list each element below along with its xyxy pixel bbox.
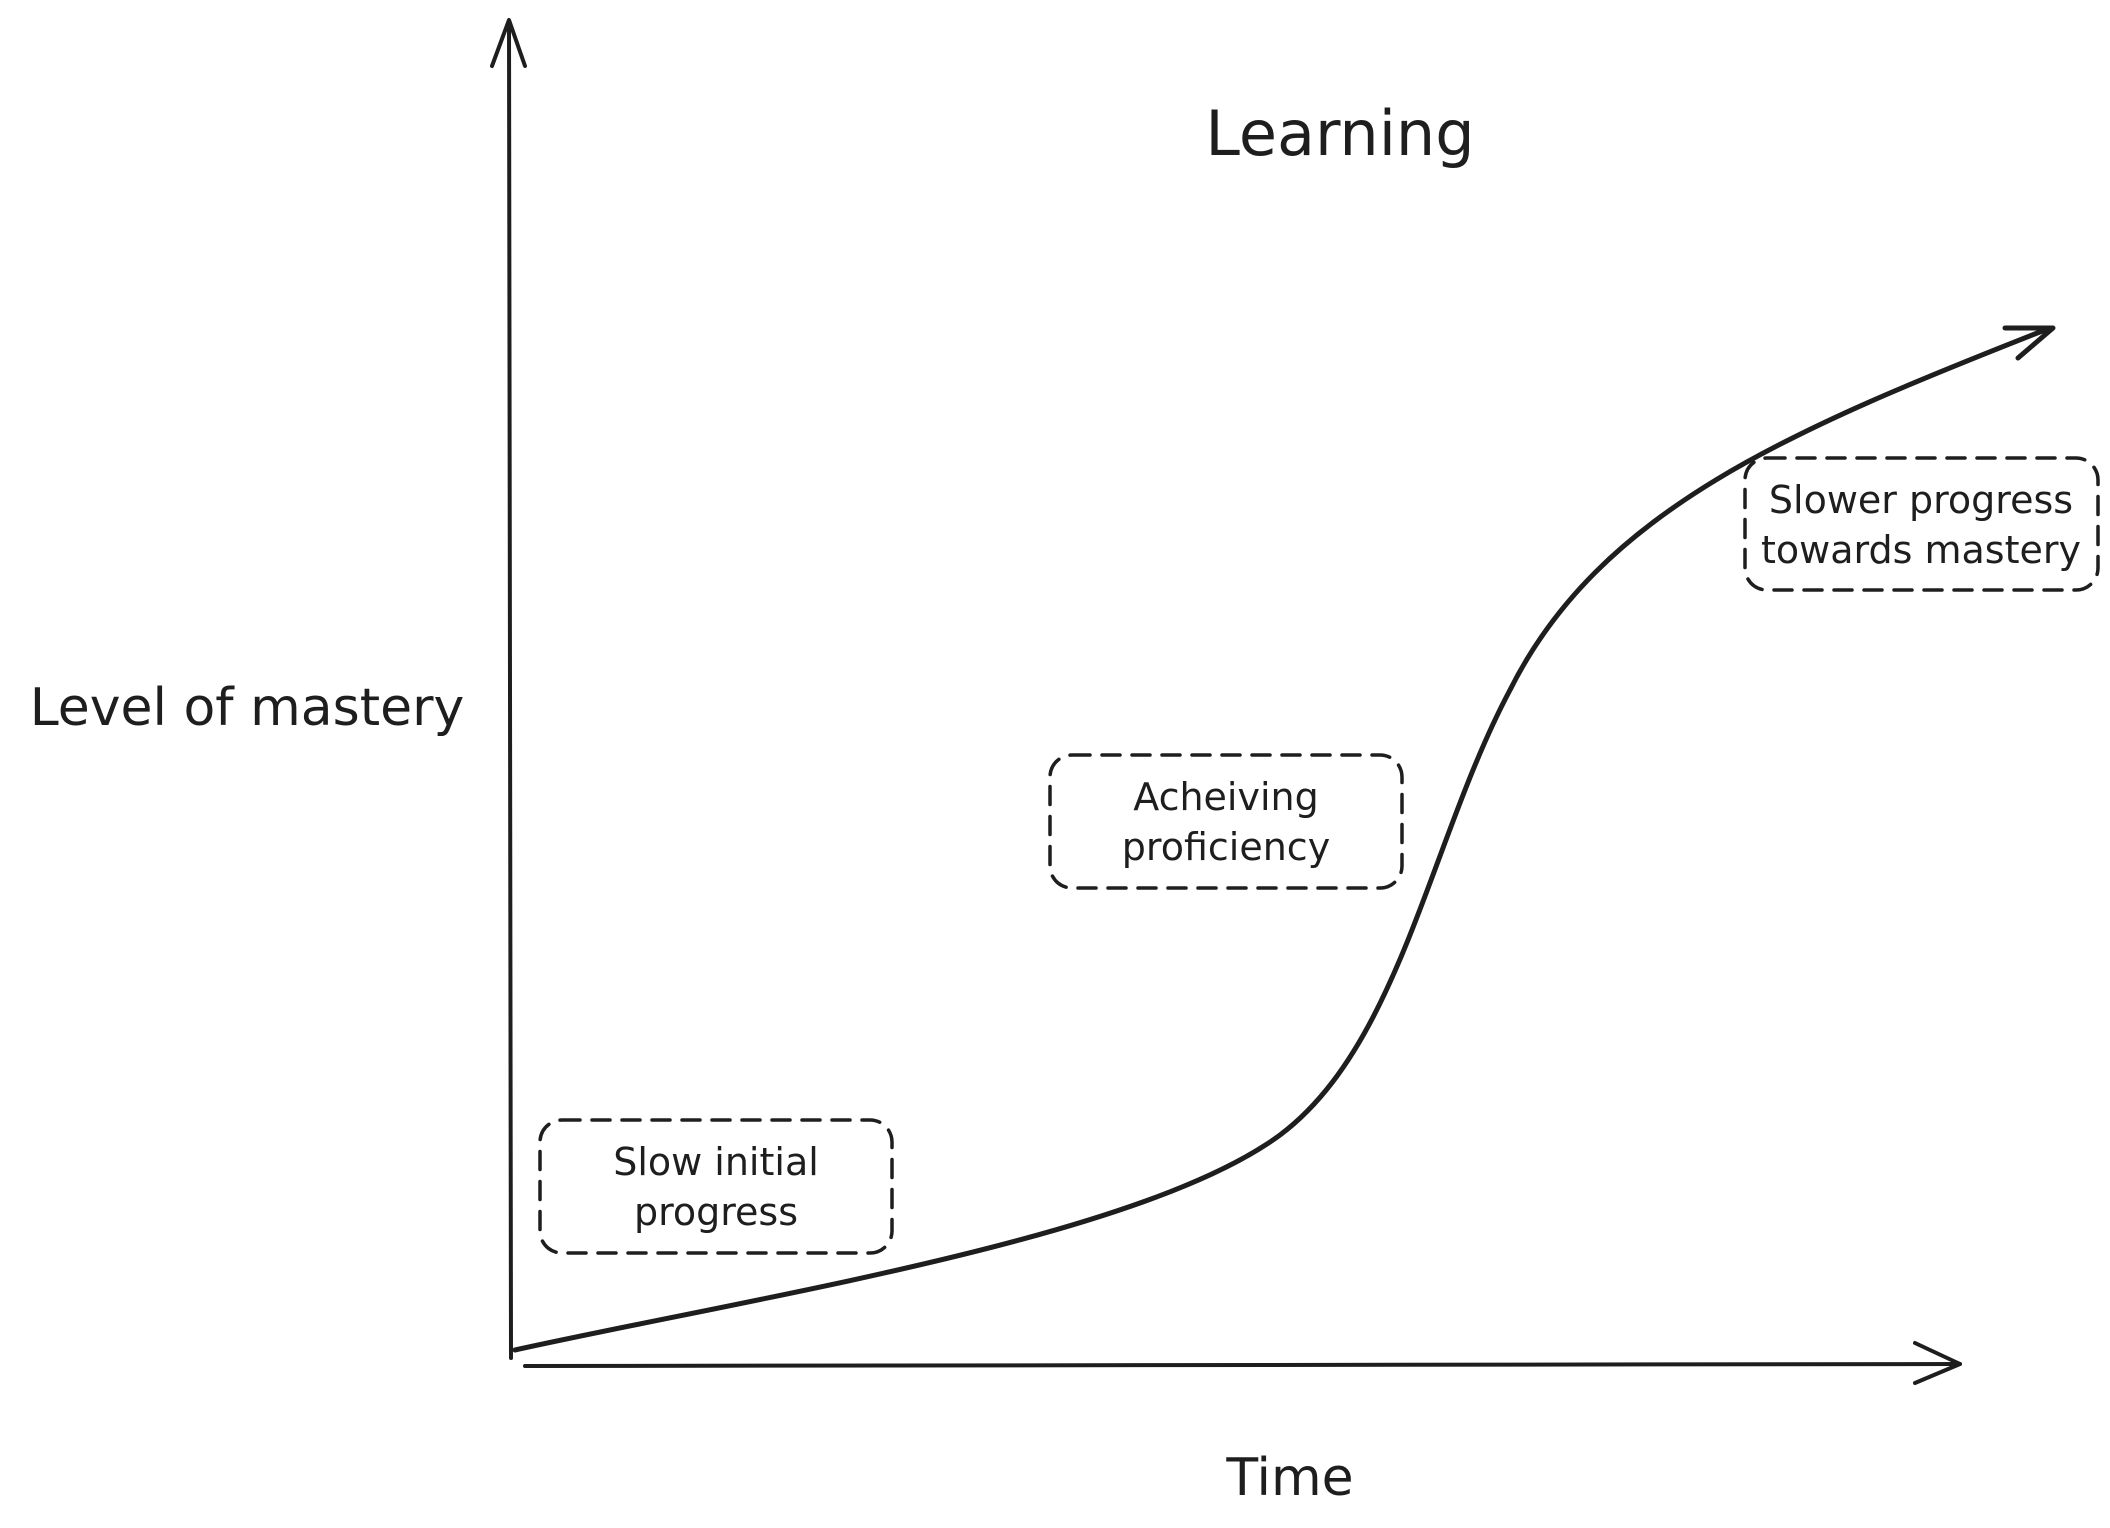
annotation-line-2: progress — [634, 1190, 798, 1234]
x-axis-line — [523, 1362, 1962, 1368]
learning-curve-arrowhead — [2002, 325, 2056, 361]
y-axis-arrowhead — [490, 18, 527, 68]
annotation-box — [1048, 753, 1404, 890]
annotation-line-2: proficiency — [1122, 825, 1330, 869]
x-axis-arrowhead — [1913, 1341, 1962, 1385]
y-axis-label: Level of mastery — [30, 678, 465, 738]
annotation-line-2: towards mastery — [1761, 528, 2081, 572]
y-axis-line — [507, 20, 513, 1360]
annotation-slow-initial-progress: Slow initial progress — [538, 1118, 894, 1255]
learning-curve — [512, 325, 2053, 1353]
annotation-box — [1743, 456, 2100, 592]
diagram-title: Learning — [1205, 97, 1474, 170]
x-axis-label: Time — [1225, 1448, 1353, 1508]
annotation-line-1: Acheiving — [1133, 775, 1319, 819]
annotation-line-1: Slower progress — [1769, 478, 2073, 522]
annotation-box — [538, 1118, 894, 1255]
annotation-line-1: Slow initial — [613, 1140, 819, 1184]
annotation-achieving-proficiency: Acheiving proficiency — [1048, 753, 1404, 890]
annotation-slower-progress: Slower progress towards mastery — [1743, 456, 2100, 592]
